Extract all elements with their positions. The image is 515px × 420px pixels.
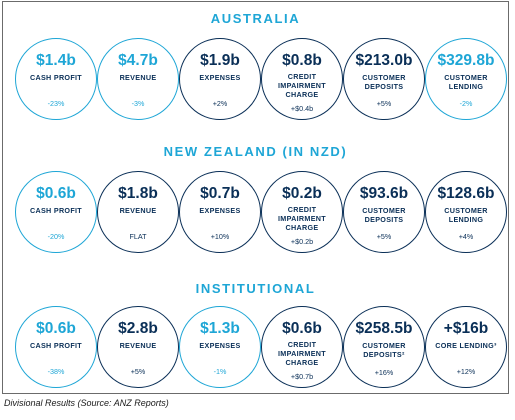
- section-title-australia: AUSTRALIA: [210, 11, 301, 26]
- metric-value: $0.6b: [36, 320, 76, 337]
- metric-change: +$0.2b: [290, 237, 314, 246]
- metric-label: CASH PROFIT: [29, 341, 82, 350]
- metric-circle-cash-profit: $0.6b CASH PROFIT -38%: [15, 306, 97, 388]
- metric-label: EXPENSES: [199, 341, 241, 350]
- row-new-zealand: $0.6b CASH PROFIT -20% $1.8b REVENUE FLA…: [3, 171, 508, 259]
- metric-change: -1%: [213, 367, 227, 376]
- metric-circle-revenue: $4.7b REVENUE -3%: [97, 38, 179, 120]
- metric-circle-customer-deposits: $258.5b CUSTOMER DEPOSITS² +16%: [343, 306, 425, 388]
- metric-circle-customer-deposits: $213.0b CUSTOMER DEPOSITS +5%: [343, 38, 425, 120]
- metric-value: $0.7b: [200, 185, 240, 202]
- metric-circle-customer-deposits: $93.6b CUSTOMER DEPOSITS +5%: [343, 171, 425, 253]
- metric-change: -38%: [47, 367, 65, 376]
- metric-label: REVENUE: [119, 341, 157, 350]
- metric-change: +10%: [210, 232, 230, 241]
- metric-value: $2.8b: [118, 320, 158, 337]
- metric-change: -3%: [131, 99, 145, 108]
- metric-value: $128.6b: [437, 185, 495, 202]
- metric-change: +5%: [130, 367, 146, 376]
- metric-value: +$16b: [443, 320, 489, 337]
- metric-circle-customer-lending: $128.6b CUSTOMER LENDING +4%: [425, 171, 507, 253]
- row-australia: $1.4b CASH PROFIT -23% $4.7b REVENUE -3%…: [3, 38, 508, 126]
- metric-label: CREDIT IMPAIRMENT CHARGE: [278, 205, 326, 232]
- section-title-institutional: INSTITUTIONAL: [195, 281, 316, 296]
- metric-value: $1.3b: [200, 320, 240, 337]
- metric-label: CUSTOMER LENDING: [444, 206, 488, 224]
- metric-circle-expenses: $0.7b EXPENSES +10%: [179, 171, 261, 253]
- metric-label: CUSTOMER DEPOSITS: [362, 206, 406, 224]
- metric-value: $0.8b: [282, 52, 322, 69]
- metric-value: $1.4b: [36, 52, 76, 69]
- metric-change: +5%: [376, 99, 392, 108]
- metric-value: $4.7b: [118, 52, 158, 69]
- metric-circle-revenue: $2.8b REVENUE +5%: [97, 306, 179, 388]
- metric-change: +16%: [374, 368, 394, 377]
- metric-value: $213.0b: [355, 52, 413, 69]
- metric-value: $1.9b: [200, 52, 240, 69]
- metric-label: CREDIT IMPAIRMENT CHARGE: [278, 72, 326, 99]
- metric-label: EXPENSES: [199, 73, 241, 82]
- metric-change: +$0.7b: [290, 372, 314, 381]
- metric-label: EXPENSES: [199, 206, 241, 215]
- metric-label: CUSTOMER LENDING: [444, 73, 488, 91]
- section-title-new-zealand: NEW ZEALAND (IN NZD): [163, 144, 348, 159]
- metric-circle-customer-lending: $329.8b CUSTOMER LENDING -2%: [425, 38, 507, 120]
- metric-label: REVENUE: [119, 206, 157, 215]
- metric-circle-expenses: $1.3b EXPENSES -1%: [179, 306, 261, 388]
- metric-label: CUSTOMER DEPOSITS: [362, 73, 406, 91]
- metric-value: $0.6b: [282, 320, 322, 337]
- metric-value: $258.5b: [355, 320, 413, 337]
- metric-value: $1.8b: [118, 185, 158, 202]
- metric-circle-cash-profit: $1.4b CASH PROFIT -23%: [15, 38, 97, 120]
- metric-circle-credit-impairment: $0.6b CREDIT IMPAIRMENT CHARGE +$0.7b: [261, 306, 343, 388]
- metric-value: $0.2b: [282, 185, 322, 202]
- metric-change: +$0.4b: [290, 104, 314, 113]
- infographic-frame: AUSTRALIA $1.4b CASH PROFIT -23% $4.7b R…: [2, 1, 509, 394]
- metric-change: +4%: [458, 232, 474, 241]
- metric-circle-credit-impairment: $0.8b CREDIT IMPAIRMENT CHARGE +$0.4b: [261, 38, 343, 120]
- metric-change: -2%: [459, 99, 473, 108]
- metric-change: +2%: [212, 99, 228, 108]
- metric-label: CUSTOMER DEPOSITS²: [362, 341, 406, 359]
- figure-caption: Divisional Results (Source: ANZ Reports): [4, 398, 169, 408]
- metric-value: $93.6b: [359, 185, 409, 202]
- metric-label: CORE LENDING³: [435, 341, 497, 350]
- metric-label: CREDIT IMPAIRMENT CHARGE: [278, 340, 326, 367]
- row-institutional: $0.6b CASH PROFIT -38% $2.8b REVENUE +5%…: [3, 306, 508, 394]
- metric-change: -20%: [47, 232, 65, 241]
- metric-circle-revenue: $1.8b REVENUE FLAT: [97, 171, 179, 253]
- metric-label: CASH PROFIT: [29, 206, 82, 215]
- metric-change: +12%: [456, 367, 476, 376]
- metric-circle-expenses: $1.9b EXPENSES +2%: [179, 38, 261, 120]
- metric-value: $329.8b: [437, 52, 495, 69]
- metric-circle-cash-profit: $0.6b CASH PROFIT -20%: [15, 171, 97, 253]
- metric-change: +5%: [376, 232, 392, 241]
- metric-circle-credit-impairment: $0.2b CREDIT IMPAIRMENT CHARGE +$0.2b: [261, 171, 343, 253]
- metric-value: $0.6b: [36, 185, 76, 202]
- metric-label: REVENUE: [119, 73, 157, 82]
- metric-change: -23%: [47, 99, 65, 108]
- metric-change: FLAT: [129, 232, 147, 241]
- metric-label: CASH PROFIT: [29, 73, 82, 82]
- metric-circle-core-lending: +$16b CORE LENDING³ +12%: [425, 306, 507, 388]
